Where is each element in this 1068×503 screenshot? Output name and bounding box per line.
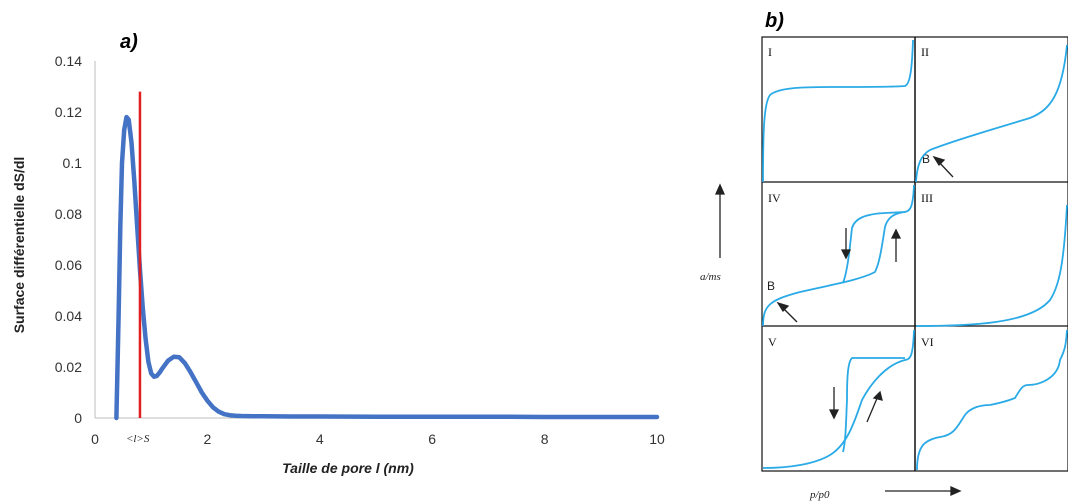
y-tick-label: 0 <box>74 410 82 426</box>
y-tick-label: 0.08 <box>55 206 82 222</box>
chart-a: a) 00.020.040.060.080.10.120.14 0 2 4 6 8 10 … <box>11 31 665 476</box>
y-tick-label: 0.04 <box>55 308 82 324</box>
x-tick-label: 6 <box>428 431 436 447</box>
panel-label-IV: IV <box>768 191 781 205</box>
arrow-II-head <box>932 155 946 167</box>
x-tick-label: 0 <box>91 431 99 447</box>
chart-b: b) I II IV III V VI B B <box>700 10 1068 501</box>
y-tick-labels: 0 0.02 0.04 0.06 0.08 0.1 0.12 0.14 <box>55 53 82 426</box>
x-tick-labels: 0 2 4 6 8 10 <box>91 431 665 447</box>
x-axis-title: Taille de pore l (nm) <box>282 460 414 476</box>
x-direction-arrow-head <box>950 485 962 497</box>
isotherm-curve-III <box>915 204 1068 327</box>
x-tick-label: 4 <box>316 431 324 447</box>
point-B-label-II: B <box>922 152 930 166</box>
arrow-IV-up-head <box>890 228 902 239</box>
panel-label-V: V <box>768 335 777 349</box>
arrow-V-down-head <box>828 409 840 420</box>
isotherm-curve-V-adsorption <box>762 329 915 469</box>
x-tick-label: 10 <box>649 431 665 447</box>
panel-label-b: b) <box>765 10 784 32</box>
arrow-V-up-head <box>872 390 883 401</box>
annotation-arrows <box>714 155 962 497</box>
panel-label-II: II <box>921 45 929 59</box>
arrow-IV-B-head <box>776 301 790 313</box>
y-tick-label: 0.06 <box>55 257 82 273</box>
isotherm-curve-IV-adsorption <box>762 184 915 327</box>
y-tick-label: 0.12 <box>55 104 82 120</box>
panel-label-a: a) <box>120 31 138 53</box>
y-tick-label: 0.14 <box>55 53 82 69</box>
arrow-V-up-line <box>866 395 879 423</box>
isotherm-curve-VI <box>916 329 1068 471</box>
mean-pore-marker-label: <l>S <box>126 433 150 445</box>
y-tick-label: 0.02 <box>55 359 82 375</box>
isotherm-curve-II <box>915 44 1068 183</box>
y-axis-title: Surface différentielle dS/dl <box>11 157 27 334</box>
panel-label-VI: VI <box>921 335 934 349</box>
point-B-label-IV: B <box>767 279 775 293</box>
isotherm-curve-V-desorption <box>842 357 905 453</box>
panel-label-III: III <box>921 191 933 205</box>
x-axis-title-b: p/p0 <box>809 489 830 501</box>
panel-label-I: I <box>768 45 772 59</box>
arrow-IV-down-head <box>840 249 852 260</box>
x-tick-label: 8 <box>541 431 549 447</box>
isotherm-curve-IV-desorption <box>842 211 906 284</box>
series-line <box>114 114 660 421</box>
isotherm-curves <box>762 39 1068 471</box>
isotherm-curve-I <box>762 39 914 183</box>
x-tick-label: 2 <box>204 431 212 447</box>
y-axis-title-b: a/ms <box>700 271 721 283</box>
y-direction-arrow-head <box>714 183 726 195</box>
y-tick-label: 0.1 <box>63 155 83 171</box>
